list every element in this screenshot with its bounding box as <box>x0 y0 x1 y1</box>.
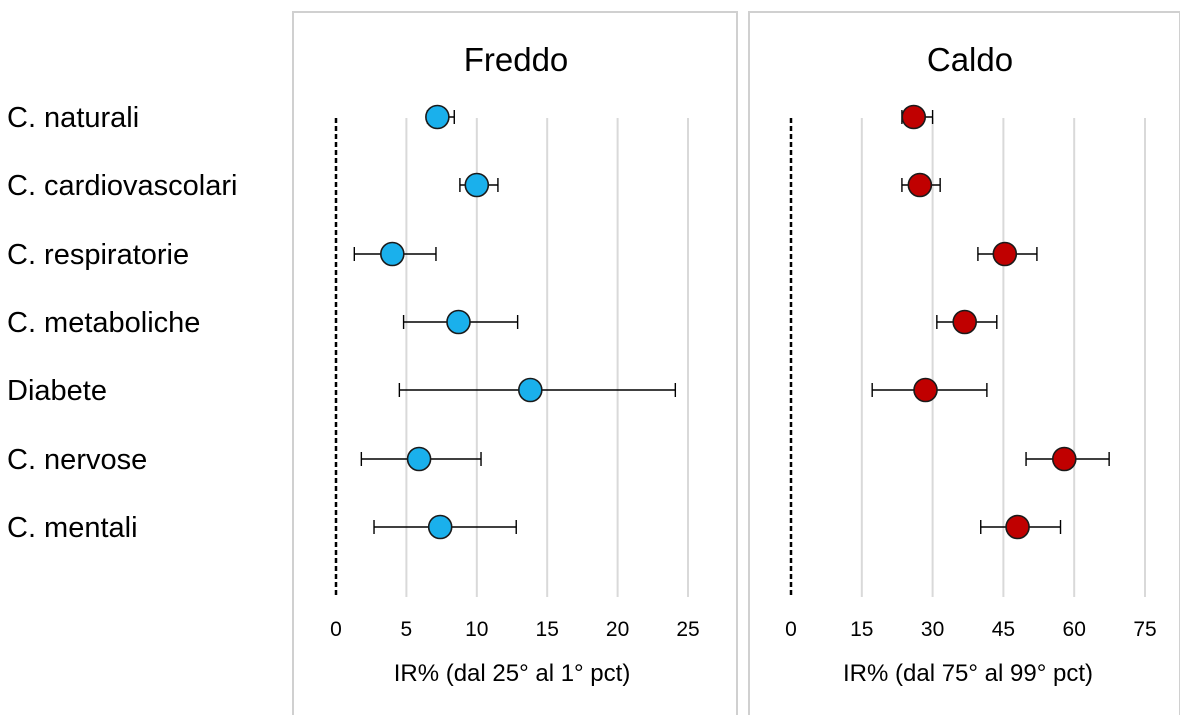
data-point <box>464 172 490 198</box>
category-label: C. naturali <box>7 102 139 134</box>
category-label: C. mentali <box>7 512 138 544</box>
data-point <box>952 309 977 335</box>
data-point-group <box>425 104 455 130</box>
data-point <box>406 446 432 472</box>
data-point-group <box>360 446 482 472</box>
x-tick-label: 10 <box>465 618 488 641</box>
category-label: Diabete <box>7 375 107 407</box>
data-point-group <box>402 309 519 335</box>
x-tick-labels: 0 15 30 45 60 75 <box>785 618 1157 641</box>
category-label: C. respiratorie <box>7 239 189 271</box>
x-axis-label: IR% (dal 25° al 1° pct) <box>394 660 631 687</box>
data-point-group <box>977 241 1038 267</box>
data-point-group <box>936 309 998 335</box>
data-point <box>427 514 453 540</box>
category-label: C. cardiovascolari <box>7 170 237 202</box>
x-tick-label: 30 <box>921 618 944 641</box>
x-tick-label: 15 <box>850 618 873 641</box>
x-tick-label: 45 <box>992 618 1015 641</box>
x-tick-label: 15 <box>536 618 559 641</box>
gridlines <box>405 118 689 597</box>
data-point <box>446 309 471 335</box>
x-tick-label: 75 <box>1133 618 1156 641</box>
data-point-group <box>871 377 988 403</box>
data-point-group <box>398 377 677 403</box>
panel-title: Freddo <box>464 41 569 78</box>
x-tick-label: 60 <box>1063 618 1086 641</box>
x-tick-label: 25 <box>676 618 699 641</box>
data-point-group <box>459 172 499 198</box>
x-axis-label: IR% (dal 75° al 99° pct) <box>843 660 1093 687</box>
panel-frame <box>748 11 1180 715</box>
x-tick-label: 0 <box>330 618 342 641</box>
category-labels: C. naturali C. cardiovascolari C. respirat… <box>7 102 237 544</box>
panel-caldo: Caldo 0 15 30 45 60 75 IR% (dal 75° al 99° pct) <box>748 11 1180 715</box>
category-label: C. metaboliche <box>7 307 200 339</box>
data-point-group <box>353 241 437 267</box>
x-tick-label: 5 <box>401 618 413 641</box>
data-point <box>380 241 405 267</box>
x-tick-label: 20 <box>606 618 629 641</box>
panel-frame <box>292 11 738 715</box>
data-point <box>518 377 543 403</box>
data-point-group <box>373 514 517 540</box>
data-point <box>901 104 927 130</box>
gridlines <box>860 118 1146 597</box>
data-point <box>992 241 1018 267</box>
panel-title: Caldo <box>927 41 1013 78</box>
x-tick-label: 0 <box>785 618 797 641</box>
data-point <box>1005 514 1030 540</box>
data-point <box>1051 446 1077 472</box>
data-point-group <box>1025 446 1110 472</box>
category-label: C. nervose <box>7 444 147 476</box>
data-point-group <box>901 104 934 130</box>
data-point-group <box>901 172 941 198</box>
data-point <box>425 104 450 130</box>
x-tick-labels: 0 5 10 15 20 25 <box>330 618 700 641</box>
data-point-group <box>980 514 1062 540</box>
data-point <box>907 172 933 198</box>
data-point <box>913 377 938 403</box>
panel-freddo: Freddo 0 5 10 15 20 25 IR% (dal 25° al 1° pct) <box>292 11 738 715</box>
